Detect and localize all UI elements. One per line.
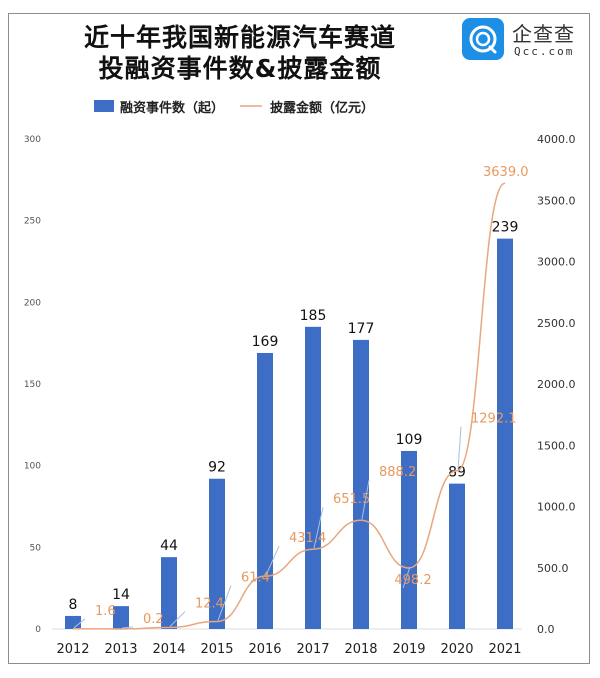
label-leader-line [217,585,232,621]
bar-value-label: 8 [69,597,78,613]
label-leader-line [457,426,462,470]
right-axis-tick: 500.0 [537,562,569,575]
left-axis-tick: 300 [24,135,41,145]
legend-bar-swatch [94,100,114,112]
line-value-label: 12.4 [195,596,224,611]
right-axis-tick: 2500.0 [537,317,576,330]
line-value-label: 0.2 [143,612,164,627]
label-leader-line [313,507,324,549]
left-axis-tick: 100 [24,462,41,472]
right-axis-tick: 1500.0 [537,439,576,452]
left-axis-tick: 200 [24,298,41,308]
right-axis-tick: 3000.0 [537,256,576,269]
x-axis-label: 2017 [296,642,329,657]
qcc-logo-icon [462,18,504,60]
legend-bar-label: 融资事件数（起） [120,100,225,116]
bar-value-label: 44 [160,538,178,554]
line-value-label: 3639.0 [483,165,529,180]
left-axis-tick: 250 [24,217,41,227]
x-axis-label: 2020 [440,642,473,657]
legend-line-swatch [240,105,263,107]
x-axis-label: 2021 [488,642,521,657]
label-leader-line [73,618,86,629]
bar-2014 [161,557,177,629]
bar-2013 [113,606,129,629]
bar-2012 [65,615,81,629]
right-axis-tick: 2000.0 [537,378,576,391]
logo-domain: Qcc.com [514,45,575,58]
bar-value-label: 177 [348,321,375,337]
x-axis-label: 2013 [104,642,137,657]
right-axis-tick: 0.0 [537,623,555,636]
bar-2016 [257,352,273,629]
bar-value-label: 169 [252,334,279,350]
chart-title-line1: 近十年我国新能源汽车赛道 [83,23,396,52]
x-axis-label: 2015 [200,642,233,657]
x-axis-label: 2012 [56,642,89,657]
left-axis-tick: 50 [30,543,42,553]
bar-2018 [353,339,369,629]
x-axis-label: 2014 [152,642,185,657]
label-leader-line [121,626,134,629]
label-leader-line [265,545,280,576]
bar-2021 [497,238,513,629]
bar-value-label: 89 [448,465,466,481]
line-value-label: 1.6 [95,604,116,619]
line-value-label: 61.4 [241,570,270,585]
x-axis-label: 2018 [344,642,377,657]
bar-value-label: 239 [492,220,519,236]
bar-2017 [305,326,321,629]
left-axis-tick: 0 [35,625,41,635]
chart-title: 近十年我国新能源汽车赛道 投融资事件数&披露金额 [60,22,420,84]
line-value-label: 1292.1 [471,412,517,427]
label-leader-line [402,566,411,589]
logo-name: 企查查 [512,22,575,46]
label-leader-line [361,480,370,520]
bar-2020 [449,483,465,629]
x-axis-label: 2016 [248,642,281,657]
right-axis-tick: 4000.0 [537,133,576,146]
bar-value-label: 14 [112,587,130,603]
line-value-label: 888.2 [379,465,416,480]
right-axis-tick: 3500.0 [537,194,576,207]
bar-2019 [401,450,417,629]
right-axis-tick: 1000.0 [537,501,576,514]
line-value-label: 498.2 [394,573,431,588]
bar-value-label: 109 [396,432,423,448]
bar-value-label: 185 [300,308,327,324]
qcc-logo: 企查查 Qcc.com [462,18,592,62]
line-value-label: 651.5 [333,492,370,507]
legend-line-label: 披露金额（亿元） [270,100,375,116]
bar-value-label: 92 [208,460,226,476]
left-axis-tick: 150 [24,380,41,390]
chart-frame [8,13,590,664]
chart-legend: 融资事件数（起） 披露金额（亿元） [94,96,374,116]
bar-2015 [209,478,225,629]
amount-line [72,182,506,630]
x-axis-label: 2019 [392,642,425,657]
chart-title-line2: 投融资事件数&披露金额 [98,54,382,83]
label-leader-line [169,611,186,627]
line-value-label: 431.4 [289,531,326,546]
